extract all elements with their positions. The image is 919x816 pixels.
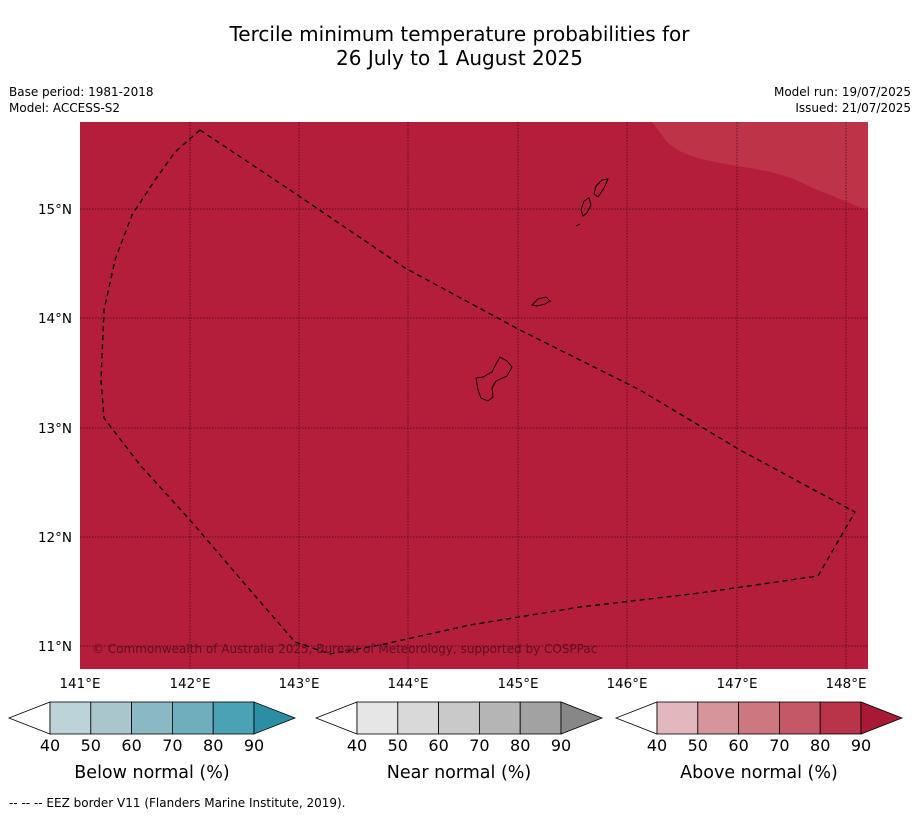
colorbar-arrow-high	[253, 701, 297, 735]
lon-label: 148°E	[825, 676, 866, 692]
colorbar-tick-label: 90	[551, 736, 571, 755]
colorbar-title: Below normal (%)	[74, 763, 229, 783]
map-panel	[80, 122, 868, 669]
colorbar-tick-label: 40	[347, 736, 367, 755]
lat-label: 13°N	[38, 421, 72, 437]
eez-footnote: -- -- -- EEZ border V11 (Flanders Marine…	[9, 796, 346, 810]
colorbar-tick-label: 90	[244, 736, 264, 755]
colorbar-title: Near normal (%)	[387, 763, 532, 783]
colorbar-tick-label: 60	[728, 736, 748, 755]
colorbar-title: Above normal (%)	[680, 763, 838, 783]
island-aguijan	[575, 223, 581, 227]
eez-border-line	[100, 129, 856, 655]
islands	[475, 178, 609, 402]
island-rota	[531, 296, 551, 307]
colorbar-tick-label: 60	[428, 736, 448, 755]
graticule	[80, 122, 868, 669]
latitude-labels: 15°N 14°N 13°N 12°N 11°N	[38, 202, 72, 655]
colorbar-arrow-low	[7, 701, 51, 735]
colorbar-tick-label: 80	[510, 736, 530, 755]
lon-label: 144°E	[387, 676, 428, 692]
colorbar-arrow-high	[860, 701, 904, 735]
lon-label: 143°E	[278, 676, 319, 692]
probability-shade-region	[652, 122, 868, 211]
colorbar-segment	[478, 701, 521, 735]
colorbar-tick-label: 70	[469, 736, 489, 755]
colorbar-segment	[656, 701, 699, 735]
colorbar-tick-label: 60	[121, 736, 141, 755]
colorbar-arrow-low	[314, 701, 358, 735]
colorbar-segment	[49, 701, 92, 735]
colorbar-segment	[738, 701, 780, 735]
colorbar-2: 40 50 60 70 80 90 Above normal (%)	[614, 701, 904, 783]
map-title: Tercile minimum temperature probabilitie…	[0, 22, 919, 70]
colorbar-arrow-low	[614, 701, 658, 735]
lat-label: 15°N	[38, 202, 72, 218]
meta-right: Model run: 19/07/2025 Issued: 21/07/2025	[774, 84, 911, 116]
colorbar-tick-label: 50	[81, 736, 101, 755]
copyright-note: © Commonwealth of Australia 2025, Bureau…	[92, 642, 597, 656]
lat-label: 14°N	[38, 311, 72, 327]
colorbar-segment	[697, 701, 739, 735]
issued-date: Issued: 21/07/2025	[795, 101, 911, 115]
colorbar-arrow-high	[560, 701, 604, 735]
colorbar-segment	[397, 701, 439, 735]
colorbar-segment	[356, 701, 399, 735]
colorbar-tick-label: 50	[388, 736, 408, 755]
colorbar-tick-label: 40	[40, 736, 60, 755]
lon-label: 141°E	[59, 676, 100, 692]
colorbar-segment	[779, 701, 821, 735]
meta-left: Base period: 1981-2018 Model: ACCESS-S2	[9, 84, 154, 116]
colorbar-tick-label: 80	[203, 736, 223, 755]
lat-label: 11°N	[38, 639, 72, 655]
island-tinian	[580, 197, 592, 217]
colorbar-segment	[131, 701, 173, 735]
island-guam	[475, 356, 513, 402]
colorbar-tick-label: 80	[810, 736, 830, 755]
colorbar-segment	[171, 701, 214, 735]
title-line-2: 26 July to 1 August 2025	[336, 46, 583, 70]
colorbar-legends: 40 50 60 70 80 90 Below normal (%) 40 50 60 70 80 90…	[7, 701, 904, 783]
base-period: Base period: 1981-2018	[9, 85, 154, 99]
model-name: Model: ACCESS-S2	[9, 101, 121, 115]
lon-label: 147°E	[716, 676, 757, 692]
lat-label: 12°N	[38, 530, 72, 546]
colorbar-tick-label: 90	[851, 736, 871, 755]
lon-label: 142°E	[169, 676, 210, 692]
colorbar-segment	[819, 701, 862, 735]
colorbar-segment	[90, 701, 133, 735]
longitude-labels: 141°E 142°E 143°E 144°E 145°E 146°E 147°…	[59, 676, 866, 692]
colorbar-segment	[519, 701, 562, 735]
colorbar-tick-label: 70	[162, 736, 182, 755]
colorbar-1: 40 50 60 70 80 90 Near normal (%)	[314, 701, 604, 783]
title-line-1: Tercile minimum temperature probabilitie…	[229, 22, 690, 46]
model-run: Model run: 19/07/2025	[773, 85, 911, 99]
lon-label: 145°E	[497, 676, 538, 692]
colorbar-tick-label: 50	[688, 736, 708, 755]
colorbar-tick-label: 70	[769, 736, 789, 755]
colorbar-segment	[212, 701, 255, 735]
island-saipan	[593, 178, 609, 198]
colorbar-segment	[438, 701, 480, 735]
lon-label: 146°E	[606, 676, 647, 692]
colorbar-0: 40 50 60 70 80 90 Below normal (%)	[7, 701, 297, 783]
colorbar-tick-label: 40	[647, 736, 667, 755]
